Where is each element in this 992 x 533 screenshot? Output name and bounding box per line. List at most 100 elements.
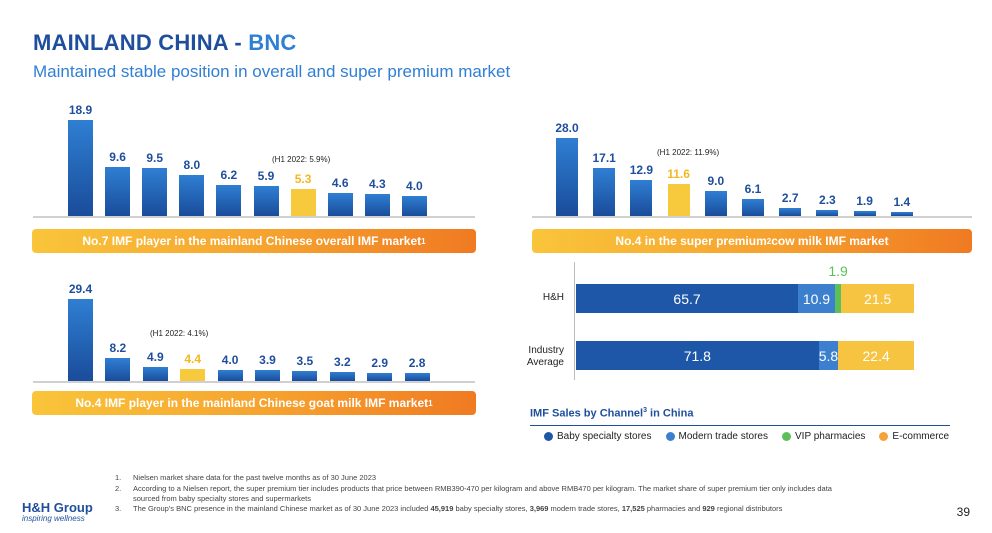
legend-item-baby-specialty: Baby specialty stores — [544, 431, 652, 442]
x-axis-line — [33, 381, 475, 383]
bar-value-label: 2.7 — [781, 191, 799, 206]
legend-swatch — [665, 432, 675, 441]
bar — [667, 183, 690, 216]
bar-value-label: 4.0 — [221, 352, 239, 367]
bar-value-label: 1.9 — [856, 193, 873, 208]
bar — [253, 186, 279, 216]
bar-value-label: 3.5 — [296, 354, 314, 369]
bar-value-label: 11.6 — [667, 166, 690, 181]
bar-value-label: 8.0 — [183, 158, 201, 173]
bar-value-label: 29.4 — [68, 282, 93, 296]
bar — [290, 189, 316, 216]
legend-item-modern-trade: Modern trade stores — [665, 431, 768, 442]
bar — [217, 369, 243, 381]
bar — [593, 168, 616, 216]
bar — [142, 367, 168, 381]
bar-value-label: 5.3 — [294, 172, 312, 187]
h1-2022-annotation: (H1 2022: 11.9%) — [657, 148, 720, 157]
bar — [816, 209, 839, 216]
bar-value-label: 9.5 — [146, 150, 164, 165]
overall-imf-banner: No.7 IMF player in the mainland Chinese … — [32, 229, 476, 253]
bar-value-label: 1.4 — [893, 195, 911, 210]
bar-value-label: 4.3 — [368, 177, 386, 192]
category-label: Industry Average — [526, 345, 564, 368]
legend-swatch — [544, 432, 553, 441]
bar — [105, 358, 131, 381]
page-number: 39 — [956, 505, 970, 519]
bar — [180, 368, 206, 381]
bar — [779, 208, 802, 216]
footnote-3: 3. The Group's BNC presence in the mainla… — [115, 504, 783, 513]
goat-milk-banner: No.4 IMF player in the mainland Chinese … — [32, 391, 476, 415]
channel-chart-title: IMF Sales by Channel3 in China — [530, 407, 694, 420]
h1-2022-annotation: (H1 2022: 4.1%) — [150, 329, 209, 338]
x-axis-line — [532, 216, 972, 218]
bar-value-label: 2.9 — [371, 355, 389, 370]
bar-value-label: 18.9 — [68, 103, 93, 117]
bar — [292, 371, 318, 381]
channel-chart-divider — [530, 425, 950, 426]
bar — [255, 370, 280, 381]
x-axis-line — [33, 216, 475, 218]
bar-value-label: 4.9 — [146, 350, 164, 365]
logo-tagline: inspiring wellness — [22, 514, 85, 523]
bar — [216, 184, 242, 216]
stacked-segment: 71.8 — [576, 341, 819, 370]
bar — [367, 372, 393, 381]
bar-value-label: 9.6 — [109, 150, 126, 165]
bar — [704, 190, 727, 216]
page-subtitle: Maintained stable position in overall an… — [33, 62, 511, 81]
bar — [179, 175, 205, 216]
bar — [630, 180, 653, 216]
bar — [401, 195, 427, 216]
bar — [853, 210, 876, 216]
company-logo: H&H Group inspiring wellness — [22, 500, 93, 523]
category-label: H&H — [542, 292, 564, 303]
bar-value-label: 17.1 — [592, 151, 616, 166]
legend-item-vip-pharmacies: VIP pharmacies — [782, 431, 865, 442]
bar — [329, 372, 355, 381]
bar-value-label: 6.2 — [220, 167, 238, 182]
stacked-segment: 21.5 — [841, 284, 914, 313]
bar — [742, 199, 764, 216]
category-axis-line — [574, 262, 575, 380]
stacked-segment: 5.8 — [818, 341, 839, 370]
bar-value-label: 8.2 — [109, 341, 127, 356]
channel-legend: Baby specialty stores Modern trade store… — [544, 431, 949, 442]
bar — [890, 212, 913, 216]
bar-value-label: 3.9 — [259, 353, 276, 368]
stacked-segment: 65.7 — [576, 284, 799, 313]
bar — [364, 194, 390, 216]
bar-value-label: 4.0 — [406, 178, 423, 193]
footnote-1: 1. Nielsen market share data for the past… — [115, 473, 377, 482]
bar — [142, 167, 168, 216]
stacked-segment: 22.4 — [838, 341, 914, 370]
bar — [556, 138, 578, 216]
bar-value-label: 2.3 — [819, 192, 836, 207]
page-title: MAINLAND CHINA - BNC — [33, 30, 297, 55]
bar-value-label: 4.4 — [184, 351, 202, 366]
bar-value-label: 4.6 — [331, 175, 349, 190]
bar — [105, 167, 131, 216]
stacked-segment — [834, 284, 842, 313]
bar-value-label: 2.8 — [408, 356, 426, 371]
bar-value-label: 6.1 — [744, 182, 762, 196]
bar — [327, 192, 353, 216]
h1-2022-annotation: (H1 2022: 5.9%) — [272, 155, 331, 164]
legend-swatch — [879, 432, 889, 441]
bar-value-label: 5.9 — [257, 169, 275, 184]
legend-item-ecommerce: E-commerce — [879, 431, 949, 442]
logo-name: H&H Group — [22, 500, 93, 515]
bar-value-label: 12.9 — [629, 163, 654, 178]
bar — [68, 120, 93, 216]
super-premium-banner: No.4 in the super premium 2 cow milk IMF … — [532, 229, 972, 253]
bar — [68, 299, 93, 381]
legend-swatch — [782, 432, 791, 441]
segment-value-label: 1.9 — [828, 263, 848, 279]
bar-value-label: 9.0 — [707, 173, 725, 188]
bar-value-label: 28.0 — [555, 121, 579, 135]
bar-value-label: 3.2 — [333, 355, 351, 370]
footnote-2: 2. According to a Nielsen report, the sup… — [115, 484, 832, 493]
bar — [404, 373, 430, 381]
footnote-2-cont: sourced from baby specialty stores and s… — [133, 494, 311, 503]
